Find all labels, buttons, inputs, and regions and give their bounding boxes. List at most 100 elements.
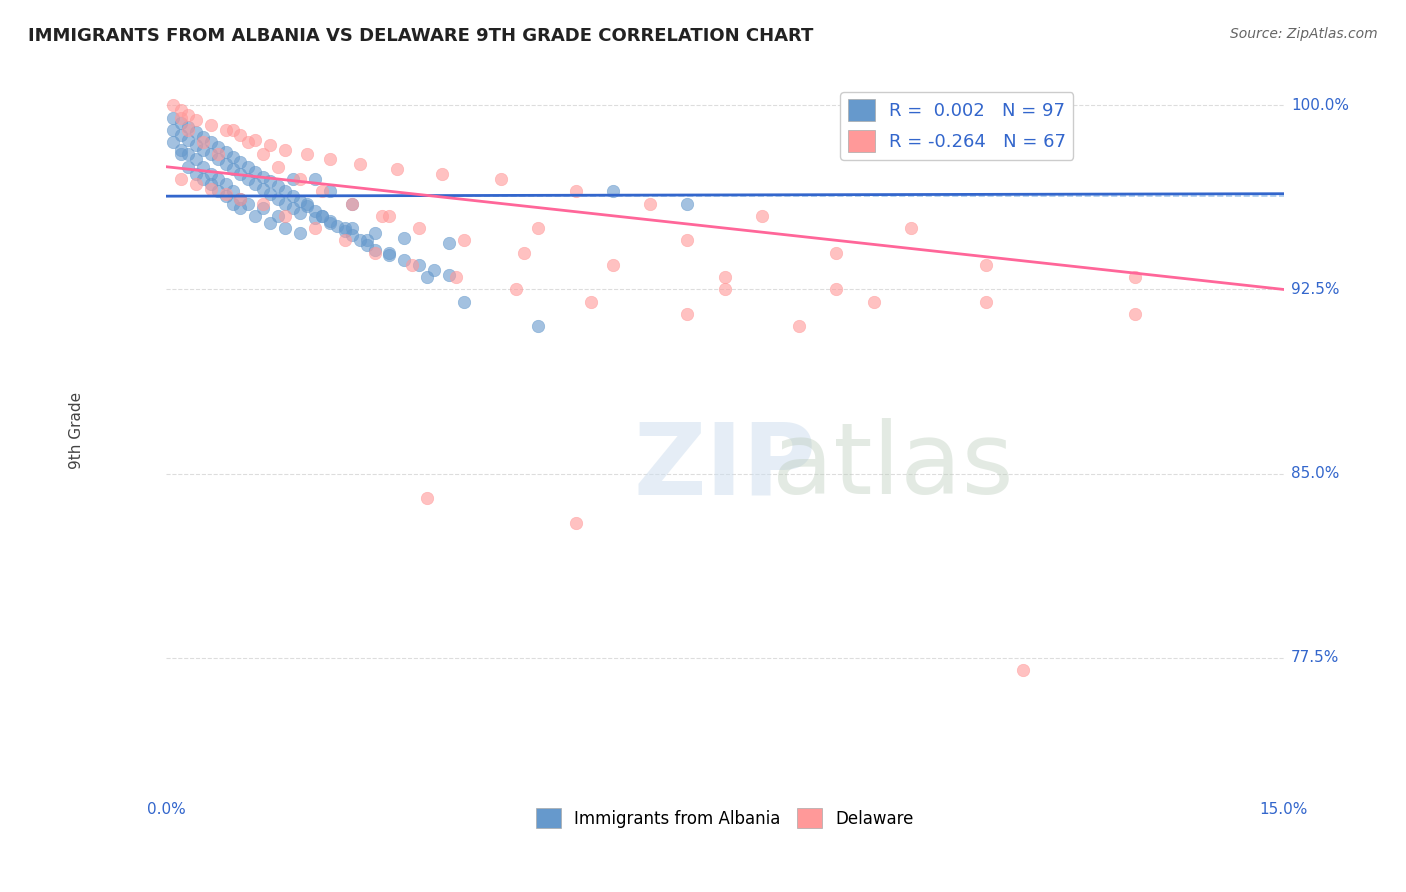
Text: atlas: atlas <box>772 418 1014 516</box>
Point <box>638 196 661 211</box>
Point <box>281 189 304 203</box>
Point <box>676 196 699 211</box>
Text: ZIP: ZIP <box>633 418 815 516</box>
Point <box>281 202 304 216</box>
Point <box>252 182 274 196</box>
Point <box>207 140 229 154</box>
Point <box>259 137 281 152</box>
Point <box>1123 270 1146 285</box>
Point <box>245 177 267 191</box>
Point <box>177 123 200 137</box>
Point <box>319 184 342 198</box>
Point <box>974 258 997 272</box>
Point <box>288 194 311 208</box>
Point <box>162 111 184 125</box>
Point <box>825 282 848 296</box>
Point <box>900 221 922 235</box>
Point <box>184 113 207 128</box>
Point <box>177 147 200 161</box>
Point <box>304 172 326 186</box>
Point <box>214 145 236 159</box>
Point <box>430 167 453 181</box>
Point <box>1123 307 1146 321</box>
Point <box>304 221 326 235</box>
Point <box>564 516 586 530</box>
Point <box>787 319 810 334</box>
Text: 85.0%: 85.0% <box>1291 466 1340 481</box>
Point <box>236 172 259 186</box>
Point <box>170 115 193 129</box>
Point <box>602 184 624 198</box>
Point <box>288 172 311 186</box>
Point <box>512 245 534 260</box>
Point <box>252 202 274 216</box>
Point <box>825 245 848 260</box>
Point <box>333 221 356 235</box>
Point <box>214 186 236 201</box>
Point <box>363 245 385 260</box>
Point <box>340 196 363 211</box>
Point <box>274 143 297 157</box>
Point <box>408 258 430 272</box>
Point <box>236 196 259 211</box>
Point <box>274 209 297 223</box>
Point <box>162 135 184 149</box>
Point <box>222 184 245 198</box>
Point <box>162 98 184 112</box>
Point <box>222 196 245 211</box>
Point <box>177 133 200 147</box>
Point <box>363 243 385 257</box>
Point <box>378 209 401 223</box>
Point <box>274 196 297 211</box>
Point <box>349 233 371 247</box>
Point <box>340 228 363 243</box>
Point <box>311 209 333 223</box>
Point <box>713 282 735 296</box>
Point <box>378 245 401 260</box>
Point <box>489 172 512 186</box>
Point <box>356 233 378 247</box>
Point <box>363 226 385 240</box>
Point <box>385 162 408 177</box>
Point <box>229 154 252 169</box>
Point <box>319 216 342 230</box>
Point <box>453 233 475 247</box>
Point <box>437 268 460 282</box>
Point <box>446 270 468 285</box>
Point <box>281 172 304 186</box>
Point <box>200 135 222 149</box>
Point <box>177 120 200 135</box>
Point <box>297 196 319 211</box>
Point <box>259 216 281 230</box>
Point <box>200 118 222 132</box>
Point <box>200 167 222 181</box>
Text: IMMIGRANTS FROM ALBANIA VS DELAWARE 9TH GRADE CORRELATION CHART: IMMIGRANTS FROM ALBANIA VS DELAWARE 9TH … <box>28 27 814 45</box>
Point <box>184 177 207 191</box>
Point <box>170 128 193 142</box>
Point <box>415 270 437 285</box>
Point <box>222 123 245 137</box>
Point <box>423 262 446 277</box>
Point <box>229 128 252 142</box>
Legend: Immigrants from Albania, Delaware: Immigrants from Albania, Delaware <box>529 801 921 835</box>
Point <box>274 221 297 235</box>
Point <box>245 133 267 147</box>
Point <box>191 172 214 186</box>
Point <box>259 186 281 201</box>
Point <box>274 184 297 198</box>
Point <box>245 164 267 178</box>
Point <box>676 307 699 321</box>
Point <box>170 143 193 157</box>
Point <box>259 174 281 188</box>
Point <box>266 192 288 206</box>
Point <box>200 182 222 196</box>
Point <box>200 147 222 161</box>
Point <box>340 221 363 235</box>
Point <box>527 319 550 334</box>
Point <box>184 167 207 181</box>
Text: 92.5%: 92.5% <box>1291 282 1340 297</box>
Point <box>297 199 319 213</box>
Point <box>191 130 214 145</box>
Point <box>437 235 460 250</box>
Point <box>252 147 274 161</box>
